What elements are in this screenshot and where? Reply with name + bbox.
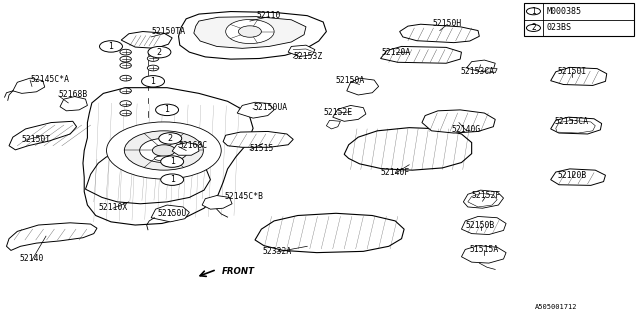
Circle shape	[156, 104, 179, 116]
Polygon shape	[461, 246, 506, 263]
Text: 52110: 52110	[257, 11, 281, 20]
Circle shape	[527, 24, 540, 31]
Polygon shape	[60, 97, 88, 111]
Text: 52150A: 52150A	[336, 76, 365, 85]
Polygon shape	[347, 78, 379, 95]
Polygon shape	[255, 213, 404, 252]
Text: 52150H: 52150H	[433, 19, 462, 28]
Text: 52145C*B: 52145C*B	[225, 192, 264, 201]
Polygon shape	[6, 223, 97, 251]
Text: 1: 1	[109, 42, 113, 51]
Text: 52150B: 52150B	[466, 220, 495, 229]
Polygon shape	[326, 120, 340, 129]
Text: 52153Z: 52153Z	[293, 52, 323, 61]
Text: 51515: 51515	[250, 144, 275, 153]
Circle shape	[120, 56, 131, 62]
Polygon shape	[223, 132, 293, 147]
Text: 52140: 52140	[20, 254, 44, 263]
Text: 52120A: 52120A	[382, 48, 411, 57]
Circle shape	[159, 133, 182, 144]
Circle shape	[147, 56, 159, 61]
Circle shape	[120, 49, 131, 55]
Text: 52153CA: 52153CA	[555, 117, 589, 126]
Polygon shape	[556, 120, 595, 133]
Text: 52150U: 52150U	[157, 209, 187, 219]
Polygon shape	[468, 193, 497, 207]
Polygon shape	[121, 32, 172, 48]
Circle shape	[141, 76, 164, 87]
Polygon shape	[288, 45, 315, 57]
Circle shape	[152, 145, 175, 156]
Circle shape	[120, 101, 131, 106]
Polygon shape	[179, 12, 326, 59]
Circle shape	[161, 174, 184, 185]
Polygon shape	[83, 88, 253, 225]
Text: 1: 1	[170, 175, 175, 184]
Circle shape	[147, 65, 159, 71]
Polygon shape	[381, 46, 461, 63]
Text: 52152E: 52152E	[323, 108, 353, 117]
Text: 52110X: 52110X	[99, 203, 127, 212]
Text: 52168B: 52168B	[59, 91, 88, 100]
Circle shape	[106, 122, 221, 179]
Polygon shape	[399, 24, 479, 43]
Text: 2: 2	[531, 23, 536, 32]
Ellipse shape	[154, 156, 173, 161]
Circle shape	[161, 156, 184, 167]
Polygon shape	[550, 68, 607, 85]
Polygon shape	[461, 216, 506, 235]
Text: 52150I: 52150I	[557, 67, 586, 76]
Text: 52153CA: 52153CA	[461, 67, 495, 76]
Polygon shape	[333, 105, 366, 121]
Text: 52332A: 52332A	[262, 246, 291, 256]
Text: 52140G: 52140G	[452, 125, 481, 134]
Polygon shape	[344, 128, 472, 170]
Circle shape	[527, 8, 540, 15]
Text: 1: 1	[170, 157, 175, 166]
Text: FRONT: FRONT	[222, 267, 255, 276]
Text: 023BS: 023BS	[547, 23, 572, 32]
Polygon shape	[237, 102, 274, 118]
Circle shape	[100, 41, 122, 52]
Polygon shape	[172, 142, 199, 155]
Text: 52152F: 52152F	[471, 191, 500, 200]
Circle shape	[148, 46, 171, 58]
Text: 52145C*A: 52145C*A	[30, 75, 69, 84]
Text: M000385: M000385	[547, 7, 582, 16]
Polygon shape	[422, 110, 495, 133]
Text: 52150TA: 52150TA	[151, 27, 186, 36]
Circle shape	[124, 131, 204, 170]
Polygon shape	[151, 205, 189, 222]
Text: 2: 2	[168, 134, 173, 143]
FancyBboxPatch shape	[524, 3, 634, 36]
Text: 52168C: 52168C	[179, 141, 208, 150]
Polygon shape	[484, 68, 497, 73]
Polygon shape	[467, 60, 495, 72]
Text: 1: 1	[150, 77, 156, 86]
Text: A505001712: A505001712	[534, 304, 577, 309]
Text: 1: 1	[164, 105, 170, 114]
Circle shape	[239, 26, 261, 37]
Polygon shape	[463, 190, 504, 208]
Circle shape	[120, 88, 131, 94]
Polygon shape	[550, 169, 605, 185]
Circle shape	[120, 75, 131, 81]
Circle shape	[120, 110, 131, 116]
Text: 52140F: 52140F	[381, 168, 410, 177]
Polygon shape	[13, 78, 45, 93]
Text: 2: 2	[157, 48, 162, 57]
Polygon shape	[86, 154, 211, 204]
Text: 52150UA: 52150UA	[253, 103, 287, 112]
Polygon shape	[9, 121, 77, 150]
Circle shape	[120, 63, 131, 68]
Polygon shape	[550, 117, 602, 134]
Text: 52120B: 52120B	[557, 172, 586, 180]
Circle shape	[226, 20, 274, 44]
Text: 51515A: 51515A	[470, 245, 499, 254]
Polygon shape	[202, 196, 232, 209]
Text: 1: 1	[531, 7, 536, 16]
Circle shape	[140, 139, 188, 163]
Text: 52150T: 52150T	[22, 135, 51, 144]
Polygon shape	[194, 17, 306, 48]
